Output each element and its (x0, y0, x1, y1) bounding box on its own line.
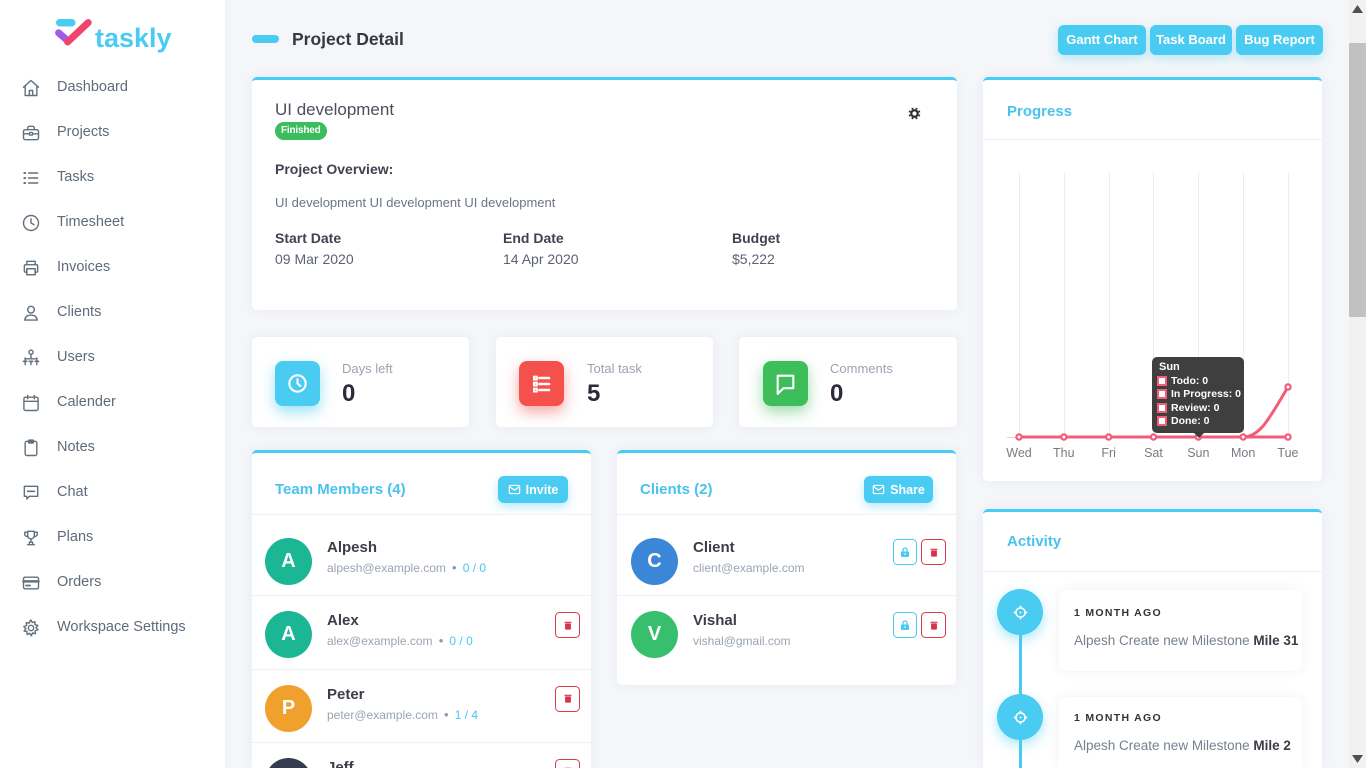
svg-text:taskly: taskly (95, 23, 172, 53)
